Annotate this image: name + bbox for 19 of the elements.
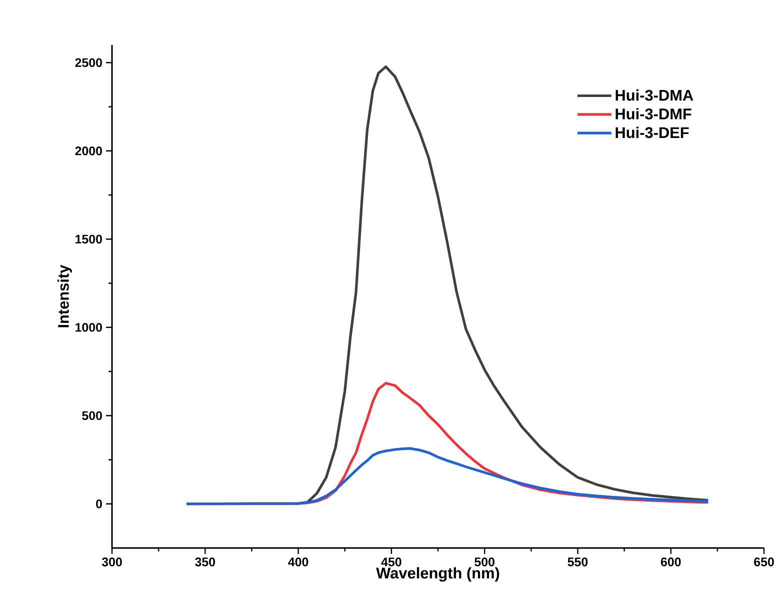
y-tick-label: 1000 bbox=[76, 322, 102, 332]
x-tick-label: 550 bbox=[568, 558, 588, 566]
y-axis-title: Intensity bbox=[58, 264, 72, 328]
x-tick-label: 500 bbox=[474, 558, 494, 566]
y-tick-label: 2500 bbox=[75, 58, 102, 68]
legend-label: Hui-3-DMA bbox=[616, 89, 694, 101]
x-axis-title: Wavelength (nm) bbox=[376, 567, 500, 582]
legend-label: Hui-3-DMF bbox=[616, 108, 692, 120]
x-tick-label: 450 bbox=[381, 558, 402, 566]
y-tick-label: 1500 bbox=[76, 234, 102, 244]
legend-label: Hui-3-DEF bbox=[616, 126, 689, 138]
x-tick-label: 400 bbox=[288, 558, 308, 566]
y-tick-label: 2000 bbox=[75, 146, 102, 156]
x-tick-label: 600 bbox=[660, 558, 681, 566]
x-tick-label: 350 bbox=[195, 558, 216, 566]
y-tick-label: 0 bbox=[96, 499, 102, 508]
x-tick-label: 650 bbox=[754, 558, 774, 566]
y-tick-label: 500 bbox=[82, 411, 102, 420]
x-tick-label: 300 bbox=[102, 558, 122, 566]
